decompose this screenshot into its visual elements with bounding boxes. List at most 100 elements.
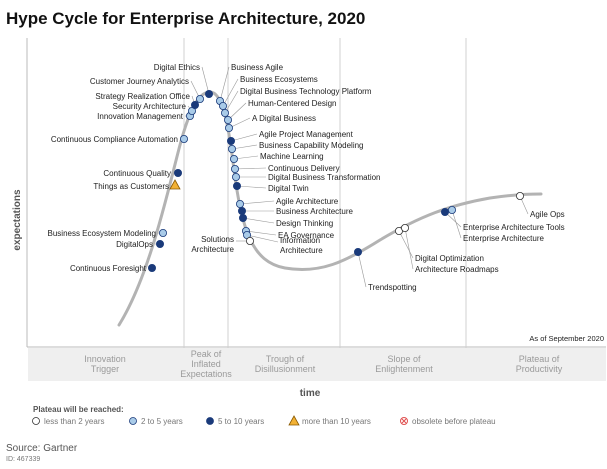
data-point	[229, 154, 238, 163]
leader-line	[404, 227, 414, 270]
data-point	[173, 168, 182, 177]
leader-line	[230, 133, 258, 142]
point-label: Digital Business Transformation	[268, 173, 381, 182]
legend-swatch	[288, 415, 300, 426]
data-point	[218, 102, 227, 111]
point-label: Security Architecture	[113, 102, 187, 111]
data-point	[245, 236, 254, 245]
data-point	[169, 179, 181, 190]
point-label: Continuous Foresight	[70, 264, 147, 273]
leader-line	[236, 185, 267, 189]
data-point	[447, 205, 456, 214]
legend-title: Plateau will be reached:	[33, 405, 124, 414]
data-point	[400, 223, 409, 232]
point-label: Agile Ops	[530, 210, 565, 219]
legend-label: more than 10 years	[302, 417, 371, 426]
as-of-note: As of September 2020	[529, 334, 604, 343]
leader-line	[219, 66, 230, 102]
point-label: Digital Optimization	[415, 254, 484, 263]
data-point	[232, 181, 241, 190]
data-points	[147, 90, 525, 272]
point-label: Digital Ethics	[154, 63, 200, 72]
data-point	[231, 172, 240, 181]
point-label: Machine Learning	[260, 152, 324, 161]
legend-label: 5 to 10 years	[218, 417, 264, 426]
point-label: Enterprise Architecture	[463, 234, 544, 243]
x-axis-title: time	[300, 388, 321, 399]
leader-line	[233, 155, 259, 160]
point-label: Architecture Roadmaps	[415, 265, 499, 274]
point-label: Business Capability Modeling	[259, 141, 364, 150]
point-label: Trendspotting	[368, 283, 417, 292]
point-label: Continuous Delivery	[268, 164, 340, 173]
data-point	[220, 109, 229, 118]
leader-line	[231, 144, 258, 150]
phase-band	[28, 348, 606, 381]
legend-swatch	[129, 417, 137, 425]
point-label: Continuous Compliance Automation	[51, 135, 178, 144]
point-label: Enterprise Architecture Tools	[463, 223, 565, 232]
legend-label: 2 to 5 years	[141, 417, 183, 426]
data-point	[353, 247, 362, 256]
leader-line	[222, 78, 239, 107]
point-label: Strategy Realization Office	[95, 92, 190, 101]
point-label: Business Ecosystems	[240, 75, 318, 84]
phase-labels: Innovation Trigger Peak of Inflated Expectat…	[84, 349, 563, 379]
point-label: DigitalOps	[116, 240, 153, 249]
data-point	[147, 263, 156, 272]
data-point	[237, 206, 246, 215]
point-label: Human-Centered Design	[248, 99, 337, 108]
data-point	[235, 199, 244, 208]
source-note: Source: Gartner	[6, 443, 78, 454]
phase-label: Trough of Disillusionment	[255, 354, 316, 374]
data-point	[224, 124, 233, 133]
legend: less than 2 years 2 to 5 years 5 to 10 yea…	[32, 415, 496, 426]
point-label: Digital Twin	[268, 184, 309, 193]
point-label: Information Architecture	[280, 236, 323, 255]
point-label: EA Governance	[278, 231, 335, 240]
point-label: Design Thinking	[276, 219, 333, 228]
point-label: Things as Customers	[93, 182, 169, 191]
point-label: Agile Architecture	[276, 197, 339, 206]
leader-line	[234, 167, 267, 170]
legend-swatch	[206, 417, 214, 425]
data-point	[226, 136, 235, 145]
legend-swatch-x	[401, 418, 407, 424]
phase-label: Slope of Enlightenment	[375, 354, 433, 374]
point-label: Business Agile	[231, 63, 284, 72]
point-label: Business Architecture	[276, 207, 353, 216]
data-point	[179, 134, 188, 143]
phase-label: Plateau of Productivity	[516, 354, 563, 374]
data-point	[155, 239, 164, 248]
point-label: Continuous Quality	[103, 169, 171, 178]
legend-swatch	[32, 417, 40, 425]
leader-line	[246, 234, 279, 243]
chart-title: Hype Cycle for Enterprise Architecture, …	[6, 9, 365, 28]
data-point	[238, 213, 247, 222]
point-label: Solutions Architecture	[191, 235, 234, 254]
y-axis-title: expectations	[12, 189, 23, 251]
point-label: Customer Journey Analytics	[90, 77, 189, 86]
point-label: Innovation Management	[97, 112, 184, 121]
phase-label: Innovation Trigger	[84, 354, 126, 374]
data-point	[230, 164, 239, 173]
point-label: A Digital Business	[252, 114, 316, 123]
data-point	[204, 90, 213, 99]
point-label: Business Ecosystem Modeling	[48, 229, 157, 238]
data-point	[223, 116, 232, 125]
leader-line	[398, 230, 414, 259]
leader-line	[242, 217, 275, 224]
document-id: ID: 467339	[6, 456, 40, 463]
leader-line	[245, 230, 277, 236]
leader-line	[224, 90, 239, 114]
data-point	[227, 144, 236, 153]
leader-line	[239, 200, 275, 205]
phase-label: Peak of Inflated Expectations	[180, 349, 232, 379]
point-labels: Continuous Foresight DigitalOps Business E…	[48, 63, 565, 292]
data-point	[440, 207, 449, 216]
legend-label: obsolete before plateau	[412, 417, 496, 426]
leader-line	[201, 66, 210, 95]
data-point	[158, 228, 167, 237]
